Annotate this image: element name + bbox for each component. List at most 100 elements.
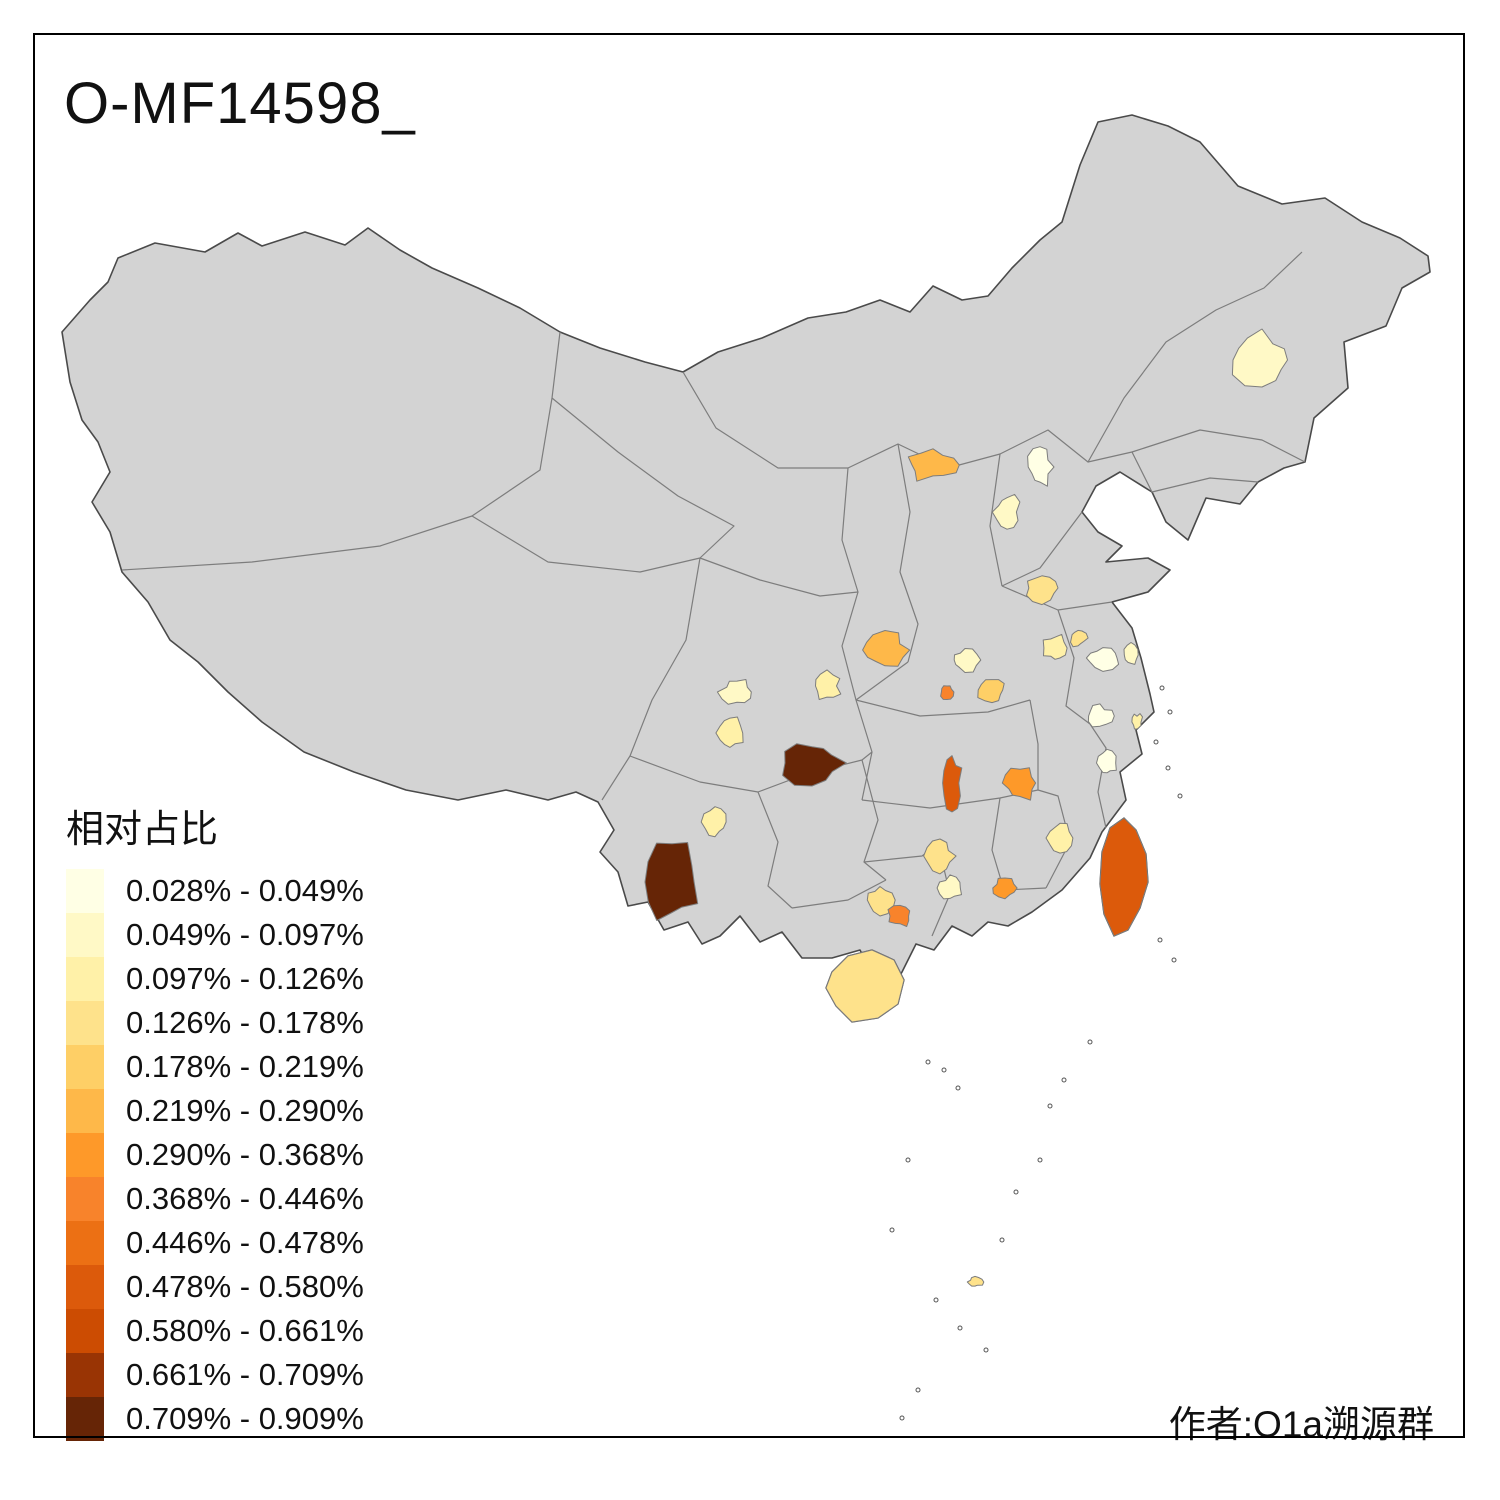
legend-row: 0.478% - 0.580% (66, 1265, 364, 1309)
province-border-line (855, 699, 1031, 717)
island-speck (941, 1067, 947, 1073)
legend-swatch (66, 1133, 104, 1177)
map-region-region-23 (1045, 822, 1074, 854)
province-border-line (629, 751, 873, 793)
map-region-hainan-island (825, 949, 905, 1023)
legend-row: 0.446% - 0.478% (66, 1221, 364, 1265)
map-region-region-13 (862, 630, 911, 667)
island-speck (899, 1415, 905, 1421)
island-speck (889, 1227, 895, 1233)
province-border-line (551, 397, 735, 559)
island-speck (1061, 1077, 1067, 1083)
attribution-text: 作者:O1a溯源群 (1168, 1404, 1434, 1445)
province-border-line (601, 557, 701, 801)
legend-swatch (66, 1177, 104, 1221)
legend-label: 0.580% - 0.661% (126, 1313, 364, 1348)
map-region-region-31 (966, 1275, 985, 1287)
legend-swatch (66, 869, 104, 913)
map-region-region-19 (940, 685, 955, 700)
legend-swatch (66, 913, 104, 957)
map-region-region-02 (907, 448, 960, 482)
map-region-region-30 (992, 877, 1018, 900)
legend-swatch (66, 1221, 104, 1265)
colored-regions (644, 328, 1288, 1287)
island-speck (925, 1059, 931, 1065)
island-speck (1167, 709, 1173, 715)
province-border-line (1057, 609, 1091, 725)
legend-swatch (66, 957, 104, 1001)
island-speck (957, 1325, 963, 1331)
map-region-region-21 (942, 755, 963, 813)
map-region-region-14 (815, 669, 842, 700)
island-speck (1171, 957, 1177, 963)
island-speck (999, 1237, 1005, 1243)
legend-row: 0.290% - 0.368% (66, 1133, 364, 1177)
legend-label: 0.028% - 0.049% (126, 873, 364, 908)
island-speck (1165, 765, 1171, 771)
map-region-region-22 (1001, 767, 1037, 801)
province-border-line (861, 759, 887, 881)
small-islands (889, 685, 1183, 1421)
legend-label: 0.126% - 0.178% (126, 1005, 364, 1040)
legend-rows: 0.028% - 0.049% 0.049% - 0.097% 0.097% - 0… (66, 869, 364, 1441)
province-border-line (1037, 789, 1071, 889)
legend-swatch (66, 1045, 104, 1089)
legend-row: 0.661% - 0.709% (66, 1353, 364, 1397)
legend-label: 0.178% - 0.219% (126, 1049, 364, 1084)
legend-row: 0.049% - 0.097% (66, 913, 364, 957)
island-speck (1013, 1189, 1019, 1195)
province-border-line (471, 515, 701, 573)
map-region-region-06 (1042, 633, 1068, 660)
legend-swatch (66, 1309, 104, 1353)
province-border-line (1151, 477, 1259, 493)
legend-row: 0.580% - 0.661% (66, 1309, 364, 1353)
map-region-region-15 (716, 679, 752, 705)
legend-row: 0.126% - 0.178% (66, 1001, 364, 1045)
map-region-region-20 (782, 743, 847, 787)
map-region-region-11 (1131, 713, 1143, 730)
legend: 相对占比 0.028% - 0.049% 0.049% - 0.097% 0.097… (66, 798, 364, 1441)
province-border-line (699, 557, 859, 597)
island-speck (915, 1387, 921, 1393)
map-region-region-08 (1085, 647, 1120, 672)
legend-label: 0.049% - 0.097% (126, 917, 364, 952)
province-border-line (991, 797, 1005, 891)
map-region-region-29 (936, 874, 962, 900)
legend-label: 0.368% - 0.446% (126, 1181, 364, 1216)
map-region-region-12 (1096, 748, 1117, 774)
legend-label: 0.709% - 0.909% (126, 1401, 364, 1436)
legend-label: 0.446% - 0.478% (126, 1225, 364, 1260)
map-region-region-05 (1026, 575, 1059, 606)
legend-swatch (66, 1089, 104, 1133)
island-speck (905, 1157, 911, 1163)
map-region-region-26 (700, 806, 727, 838)
map-region-region-28 (887, 904, 911, 927)
province-border-line (1001, 511, 1083, 587)
province-border-line (1087, 251, 1303, 463)
legend-label: 0.219% - 0.290% (126, 1093, 364, 1128)
map-region-region-24 (923, 838, 957, 875)
map-region-region-09 (1123, 642, 1139, 665)
map-region-region-03 (1027, 446, 1055, 487)
map-region-region-18 (977, 679, 1005, 704)
mainland-outline (61, 114, 1431, 1001)
map-region-region-25 (644, 842, 699, 921)
province-border-line (855, 661, 909, 701)
island-speck (933, 1297, 939, 1303)
island-speck (1047, 1103, 1053, 1109)
legend-label: 0.661% - 0.709% (126, 1357, 364, 1392)
island-speck (955, 1085, 961, 1091)
legend-row: 0.178% - 0.219% (66, 1045, 364, 1089)
map-region-region-17 (953, 648, 982, 673)
map-region-region-16 (715, 716, 744, 748)
island-speck (1153, 739, 1159, 745)
map-region-region-07 (1070, 629, 1089, 648)
map-region-taiwan-island (1099, 817, 1149, 937)
province-border-line (897, 443, 919, 663)
legend-label: 0.097% - 0.126% (126, 961, 364, 996)
island-speck (1087, 1039, 1093, 1045)
island-speck (1157, 937, 1163, 943)
map-region-region-01 (1231, 328, 1288, 388)
